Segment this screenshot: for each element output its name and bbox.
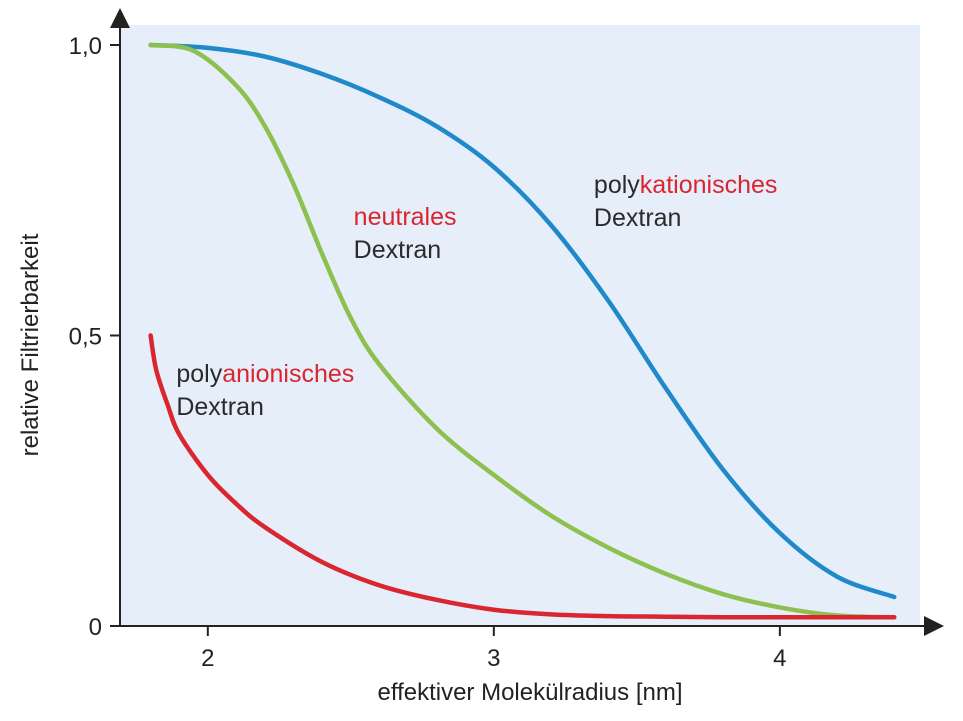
annotation-line2: Dextran <box>176 393 264 421</box>
annotation-highlight: anionisches <box>222 360 354 388</box>
y-tick-label: 0,5 <box>69 324 102 351</box>
x-tick-label: 4 <box>773 645 786 672</box>
x-tick-label: 2 <box>201 645 214 672</box>
annotation-highlight: kationisches <box>640 171 778 199</box>
y-axis-title: relative Filtrierbarkeit <box>17 233 44 456</box>
annotation-polyanionisches: polyanionisches Dextran <box>176 360 354 421</box>
axis-layer <box>110 8 944 636</box>
series-line-polyanionisches <box>148 333 897 620</box>
series-line-polykationisches <box>148 42 897 600</box>
annotation-layer: polykationischesDextranneutralesDextranp… <box>176 171 777 421</box>
series-line-neutrales <box>148 42 897 620</box>
y-tick-label: 1,0 <box>69 33 102 60</box>
annotation-prefix: poly <box>594 171 640 199</box>
annotation-line2: Dextran <box>594 204 682 232</box>
annotation-line1: neutrales <box>354 203 457 231</box>
annotation-line1: polyanionisches <box>176 360 354 388</box>
x-axis-title: effektiver Molekülradius [nm] <box>377 679 682 706</box>
x-tick-label: 3 <box>487 645 500 672</box>
annotation-prefix: poly <box>176 360 222 388</box>
annotation-line1: polykationisches <box>594 171 777 199</box>
annotation-line2: Dextran <box>354 236 442 264</box>
annotation-polykationisches: polykationisches Dextran <box>594 171 777 232</box>
annotation-neutrales: neutrales Dextran <box>354 203 457 264</box>
plot-background <box>120 25 920 626</box>
y-tick-label: 0 <box>89 614 102 641</box>
annotation-highlight: neutrales <box>354 203 457 231</box>
tick-layer: 2 3 4 0 0,5 1,0 <box>69 33 787 672</box>
series-layer <box>148 42 897 620</box>
